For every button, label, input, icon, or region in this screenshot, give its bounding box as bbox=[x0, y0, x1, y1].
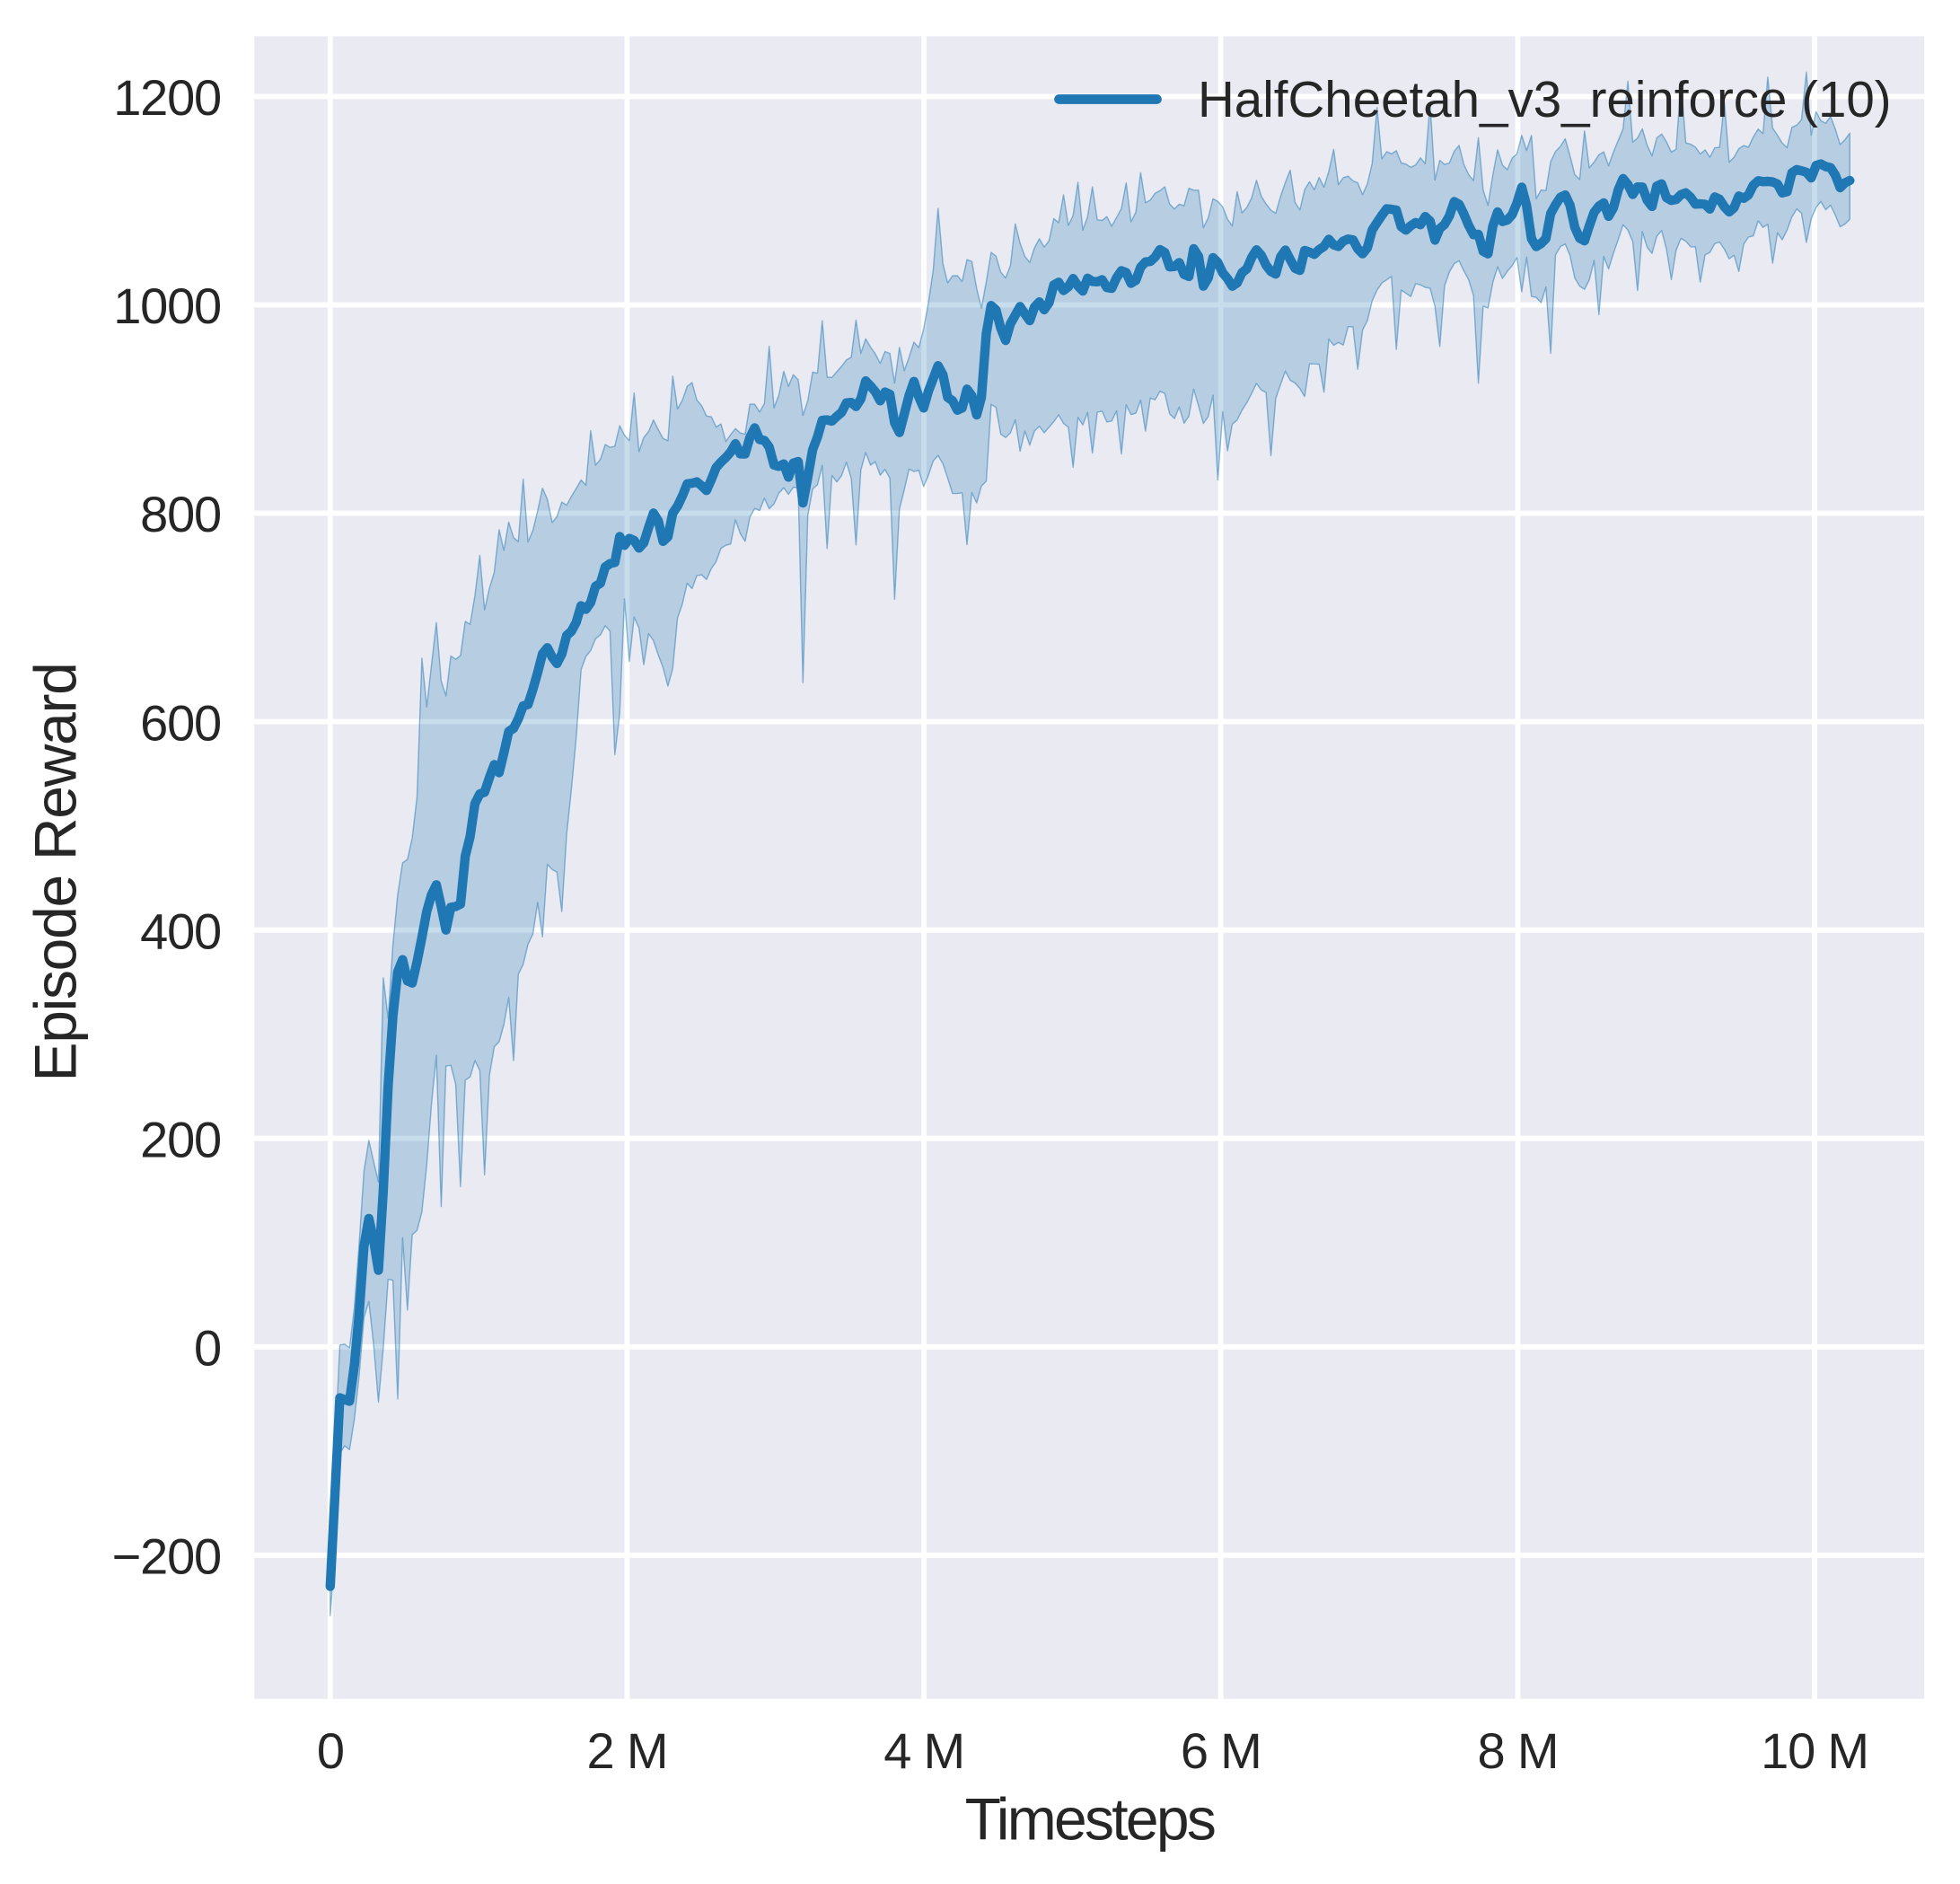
svg-text:1000: 1000 bbox=[113, 277, 221, 334]
svg-text:0: 0 bbox=[317, 1722, 344, 1779]
svg-text:6 M: 6 M bbox=[1181, 1722, 1261, 1779]
svg-text:8 M: 8 M bbox=[1478, 1722, 1559, 1779]
svg-text:400: 400 bbox=[140, 902, 221, 959]
svg-text:4 M: 4 M bbox=[883, 1722, 964, 1779]
svg-text:Timesteps: Timesteps bbox=[965, 1786, 1215, 1853]
svg-text:2 M: 2 M bbox=[587, 1722, 668, 1779]
svg-text:10 M: 10 M bbox=[1761, 1722, 1868, 1779]
svg-text:HalfCheetah_v3_reinforce (10): HalfCheetah_v3_reinforce (10) bbox=[1198, 71, 1892, 128]
svg-text:1200: 1200 bbox=[113, 69, 221, 126]
svg-text:−200: −200 bbox=[112, 1528, 221, 1585]
svg-text:Episode Reward: Episode Reward bbox=[22, 663, 89, 1081]
svg-text:600: 600 bbox=[140, 694, 221, 751]
svg-text:200: 200 bbox=[140, 1111, 221, 1167]
svg-text:800: 800 bbox=[140, 486, 221, 542]
svg-text:0: 0 bbox=[194, 1320, 221, 1377]
